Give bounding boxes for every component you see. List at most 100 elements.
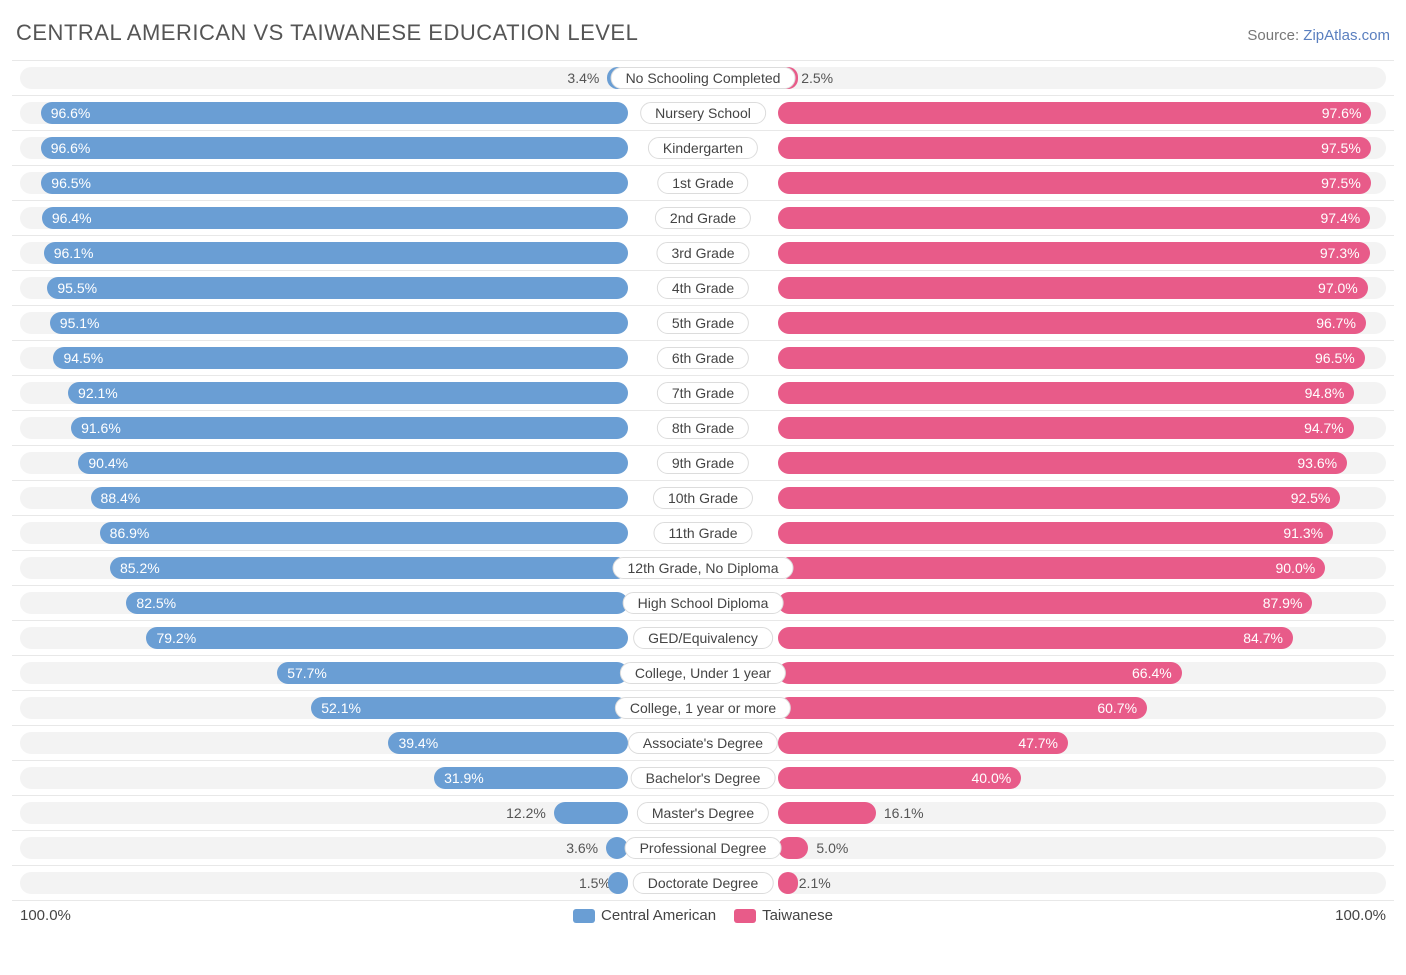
track-right: 97.5% (778, 137, 1386, 159)
chart-source: Source: ZipAtlas.com (1247, 27, 1390, 44)
bar-series-a: 88.4% (91, 487, 628, 509)
bar-series-b: 97.5% (778, 172, 1371, 194)
chart-header: CENTRAL AMERICAN VS TAIWANESE EDUCATION … (12, 20, 1394, 46)
track-left: 57.7% (20, 662, 628, 684)
category-label: 10th Grade (653, 487, 753, 509)
bar-series-b: 96.5% (778, 347, 1365, 369)
chart-row: 96.6%97.5%Kindergarten (12, 131, 1394, 166)
track-right: 97.3% (778, 242, 1386, 264)
category-label: 11th Grade (653, 522, 752, 544)
track-right: 96.5% (778, 347, 1386, 369)
chart-row: 90.4%93.6%9th Grade (12, 446, 1394, 481)
track-left: 82.5% (20, 592, 628, 614)
track-right: 60.7% (778, 697, 1386, 719)
category-label: GED/Equivalency (633, 627, 773, 649)
track-left: 1.5% (20, 872, 628, 894)
category-label: Nursery School (640, 102, 766, 124)
value-label-a: 12.2% (506, 805, 546, 821)
track-left: 96.5% (20, 172, 628, 194)
bar-series-b (778, 802, 876, 824)
track-left: 85.2% (20, 557, 628, 579)
category-label: 1st Grade (657, 172, 748, 194)
bar-series-b: 97.0% (778, 277, 1368, 299)
category-label: 4th Grade (657, 277, 749, 299)
track-left: 95.1% (20, 312, 628, 334)
category-label: 7th Grade (657, 382, 749, 404)
bar-series-a: 95.5% (47, 277, 628, 299)
category-label: College, 1 year or more (615, 697, 791, 719)
category-label: 12th Grade, No Diploma (613, 557, 794, 579)
bar-series-a: 96.4% (42, 207, 628, 229)
track-left: 90.4% (20, 452, 628, 474)
bar-series-b: 47.7% (778, 732, 1068, 754)
legend: Central American Taiwanese (71, 907, 1335, 924)
track-left: 3.4% (20, 67, 628, 89)
bar-series-b: 90.0% (778, 557, 1325, 579)
legend-label-a: Central American (601, 907, 716, 924)
bar-series-b: 91.3% (778, 522, 1333, 544)
chart-row: 52.1% 60.7%College, 1 year or more (12, 691, 1394, 726)
bar-series-b: 97.4% (778, 207, 1370, 229)
bar-series-b: 97.5% (778, 137, 1371, 159)
track-left: 3.6% (20, 837, 628, 859)
bar-series-b: 97.3% (778, 242, 1370, 264)
category-label: High School Diploma (623, 592, 784, 614)
value-label-b: 5.0% (816, 840, 848, 856)
legend-label-b: Taiwanese (762, 907, 833, 924)
bar-series-b: 60.7% (778, 697, 1147, 719)
chart-title: CENTRAL AMERICAN VS TAIWANESE EDUCATION … (16, 20, 638, 46)
track-right: 66.4% (778, 662, 1386, 684)
category-label: Associate's Degree (628, 732, 778, 754)
track-right: 94.7% (778, 417, 1386, 439)
chart-row: 94.5%96.5%6th Grade (12, 341, 1394, 376)
bar-series-b: 66.4% (778, 662, 1182, 684)
bar-series-a: 95.1% (50, 312, 628, 334)
bar-series-a: 92.1% (68, 382, 628, 404)
track-right: 84.7% (778, 627, 1386, 649)
bar-series-b: 40.0% (778, 767, 1021, 789)
track-left: 95.5% (20, 277, 628, 299)
category-label: Doctorate Degree (633, 872, 774, 894)
track-left: 86.9% (20, 522, 628, 544)
chart-row: 96.5% 97.5% 1st Grade (12, 166, 1394, 201)
chart-row: 1.5%2.1%Doctorate Degree (12, 866, 1394, 901)
value-label-b: 16.1% (884, 805, 924, 821)
category-label: 8th Grade (657, 417, 749, 439)
bar-series-a: 90.4% (78, 452, 628, 474)
bar-series-a: 96.1% (44, 242, 628, 264)
track-right: 90.0% (778, 557, 1386, 579)
legend-item-b: Taiwanese (734, 907, 833, 924)
chart-row: 57.7%66.4%College, Under 1 year (12, 656, 1394, 691)
track-right: 97.6% (778, 102, 1386, 124)
track-right: 93.6% (778, 452, 1386, 474)
chart-row: 88.4%92.5%10th Grade (12, 481, 1394, 516)
track-left: 96.1% (20, 242, 628, 264)
axis-label-right: 100.0% (1335, 907, 1386, 924)
chart-row: 31.9%40.0%Bachelor's Degree (12, 761, 1394, 796)
bar-series-b: 94.8% (778, 382, 1354, 404)
category-label: 2nd Grade (655, 207, 751, 229)
track-left: 52.1% (20, 697, 628, 719)
legend-swatch-a (573, 909, 595, 923)
track-left: 92.1% (20, 382, 628, 404)
track-right: 96.7% (778, 312, 1386, 334)
bar-series-b: 96.7% (778, 312, 1366, 334)
chart-row: 82.5%87.9%High School Diploma (12, 586, 1394, 621)
source-link[interactable]: ZipAtlas.com (1303, 27, 1390, 44)
bar-series-a: 52.1% (311, 697, 628, 719)
bar-series-a (608, 872, 628, 894)
chart-row: 96.4% 97.4% 2nd Grade (12, 201, 1394, 236)
chart-footer: 100.0% Central American Taiwanese 100.0% (12, 901, 1394, 924)
chart-row: 95.1%96.7%5th Grade (12, 306, 1394, 341)
track-left: 39.4% (20, 732, 628, 754)
bar-series-a: 85.2% (110, 557, 628, 579)
source-prefix: Source: (1247, 27, 1303, 44)
bar-series-a: 96.6% (41, 102, 628, 124)
category-label: No Schooling Completed (611, 67, 796, 89)
track-right: 91.3% (778, 522, 1386, 544)
category-label: Bachelor's Degree (631, 767, 776, 789)
bar-series-b: 93.6% (778, 452, 1347, 474)
track-right: 47.7% (778, 732, 1386, 754)
track-left: 96.6% (20, 102, 628, 124)
chart-row: 96.1%97.3%3rd Grade (12, 236, 1394, 271)
